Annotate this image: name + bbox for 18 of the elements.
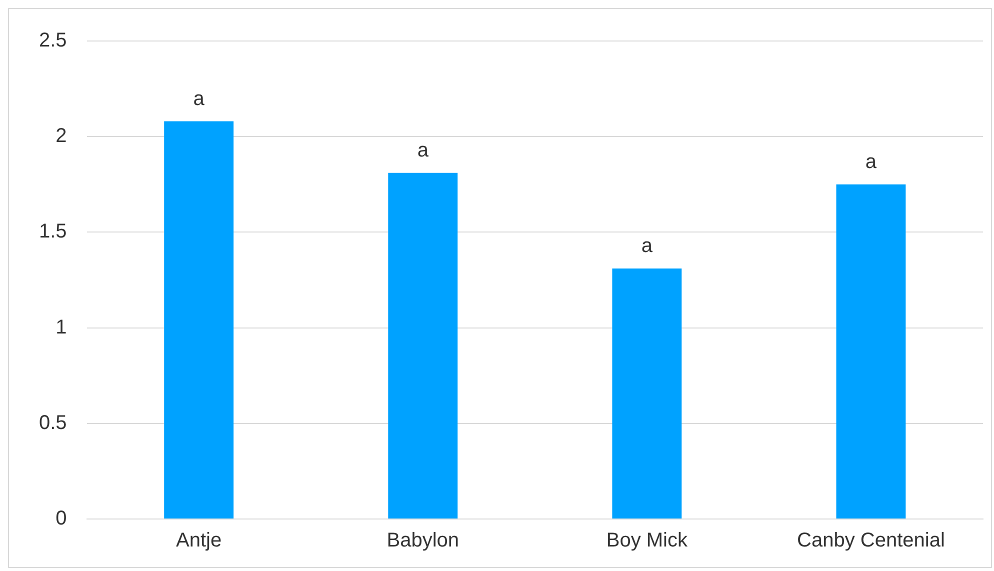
x-tick-label: Boy Mick [606, 530, 688, 552]
x-tick-label: Canby Centenial [797, 530, 945, 552]
y-tick-label: 2.5 [38, 30, 67, 52]
bar [612, 268, 682, 518]
x-tick-label: Babylon [386, 530, 460, 552]
y-tick-label: 0 [56, 508, 67, 530]
y-tick-label: 2 [56, 125, 67, 148]
annotation: a [193, 88, 206, 110]
x-tick-label: Antje [176, 530, 222, 552]
annotation: a [417, 139, 430, 162]
bar [836, 184, 906, 518]
annotation: a [865, 150, 878, 173]
bar [388, 172, 458, 518]
annotation: a [641, 235, 654, 258]
y-tick-label: 1.5 [38, 220, 67, 243]
bar [164, 121, 234, 518]
y-tick-label: 1 [56, 316, 67, 338]
y-tick-label: 0.5 [38, 412, 67, 434]
